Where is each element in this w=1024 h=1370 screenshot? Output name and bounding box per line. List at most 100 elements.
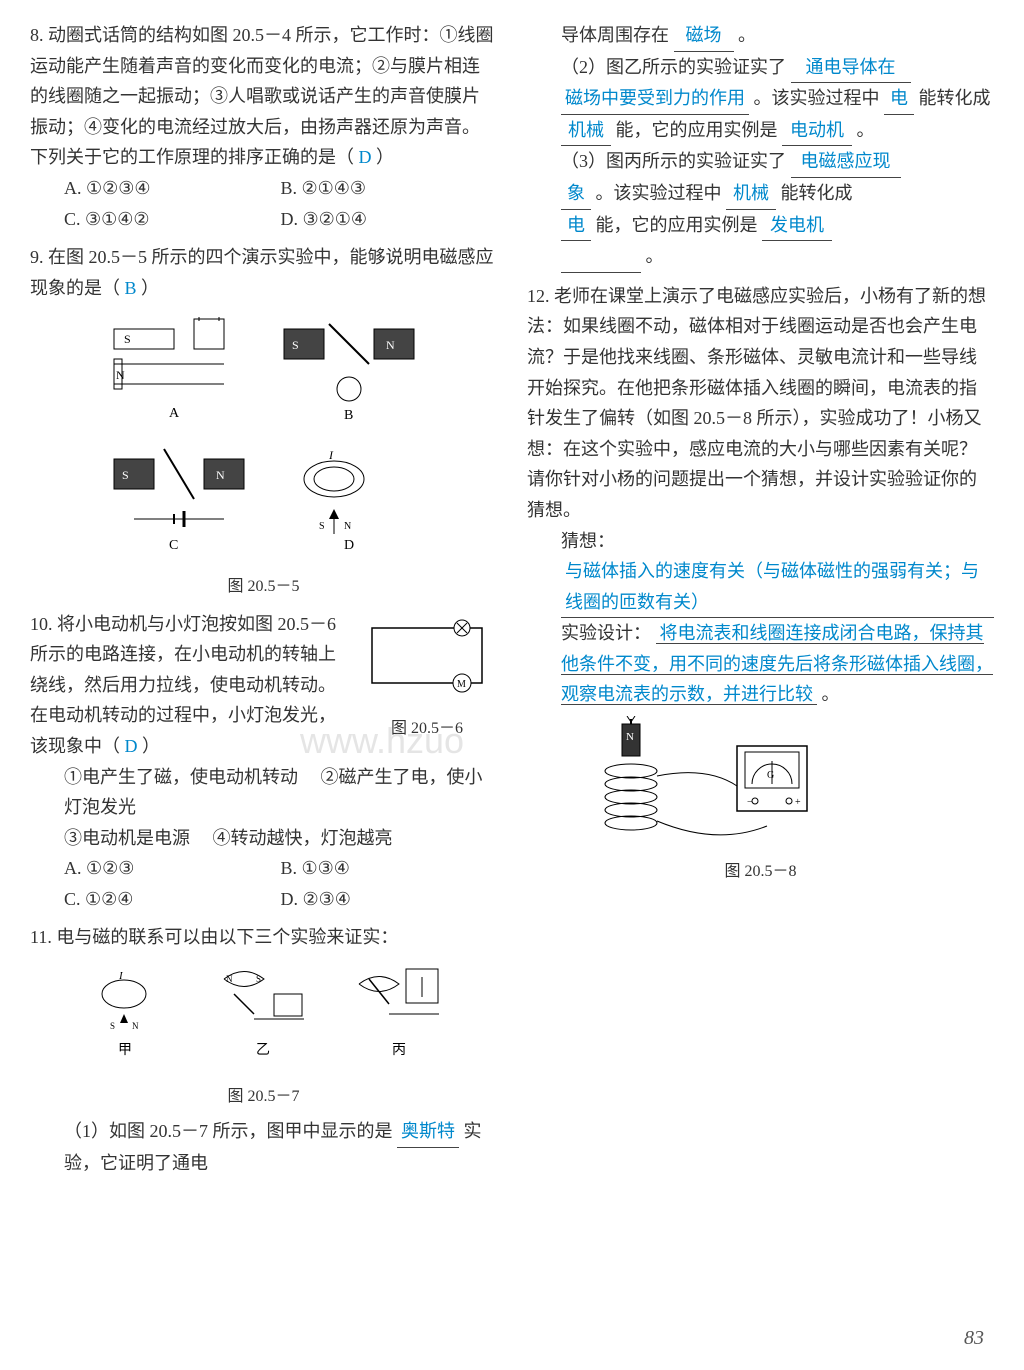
svg-text:乙: 乙 bbox=[256, 1042, 270, 1058]
q11-p3c: 能转化成 bbox=[781, 183, 853, 203]
svg-text:C: C bbox=[169, 538, 178, 553]
q11-part3: （3）图丙所示的实验证实了 电磁感应现 象 。该实验过程中 机械 能转化成 电 … bbox=[527, 146, 994, 272]
svg-text:N: N bbox=[344, 521, 351, 532]
q9-number: 9. bbox=[30, 247, 44, 267]
q11-p3b: 。该实验过程中 bbox=[596, 183, 722, 203]
q10-answer: D bbox=[125, 736, 138, 756]
q11-blank-p3-end bbox=[561, 241, 641, 273]
q10-item4: ④转动越快，灯泡越亮 bbox=[213, 828, 393, 848]
question-10: M 图 20.5－6 10. 将小电动机与小灯泡按如图 20.5－6 所示的电路… bbox=[30, 609, 497, 915]
svg-text:N: N bbox=[386, 338, 395, 352]
svg-text:丙: 丙 bbox=[392, 1043, 406, 1058]
q11-part2: （2）图乙所示的实验证实了 通电导体在 磁场中要受到力的作用 。该实验过程中 电… bbox=[527, 52, 994, 147]
q10-optA: A. ①②③ bbox=[64, 853, 281, 884]
q10-optD: D. ②③④ bbox=[281, 884, 498, 915]
svg-text:G: G bbox=[767, 770, 774, 781]
fig-205-6-caption: 图 20.5－6 bbox=[357, 715, 497, 742]
q11-p2c: 能转化成 bbox=[919, 88, 991, 108]
q11-p1d: 。 bbox=[738, 25, 756, 45]
svg-text:+: + bbox=[795, 797, 801, 808]
q11-p3e: 。 bbox=[646, 246, 664, 266]
fig-205-5-svg: S N A S N bbox=[94, 309, 434, 569]
fig-205-7-svg: I S N 甲 N S 乙 bbox=[74, 959, 454, 1079]
q8-optC: C. ③①④② bbox=[64, 204, 281, 235]
svg-text:N: N bbox=[116, 368, 125, 382]
q8-optA: A. ①②③④ bbox=[64, 173, 281, 204]
svg-text:N: N bbox=[226, 974, 233, 984]
q12-design-end: 。 bbox=[822, 684, 840, 704]
q11-p1-cont: 导体周围存在 磁场 。 bbox=[527, 20, 994, 52]
q8-text: 动圈式话筒的结构如图 20.5－4 所示，它工作时：①线圈运动能产生随着声音的变… bbox=[30, 25, 494, 167]
svg-text:N: N bbox=[132, 1021, 139, 1031]
q11-blank-p2-2: 电 bbox=[884, 83, 914, 115]
q11-blank-p2-1b: 磁场中要受到力的作用 bbox=[561, 83, 749, 115]
figure-20-5-6: M 图 20.5－6 bbox=[357, 613, 497, 713]
q11-blank-p2-4: 电动机 bbox=[782, 115, 852, 147]
svg-text:S: S bbox=[122, 468, 129, 482]
question-12: 12. 老师在课堂上演示了电磁感应实验后，小杨有了新的想法：如果线圈不动，磁体相… bbox=[527, 281, 994, 886]
fig-205-7-caption: 图 20.5－7 bbox=[30, 1083, 497, 1110]
page-content: 8. 动圈式话筒的结构如图 20.5－4 所示，它工作时：①线圈运动能产生随着声… bbox=[30, 20, 994, 1186]
q11-p2d: 能，它的应用实例是 bbox=[616, 120, 778, 140]
figure-20-5-5: S N A S N bbox=[30, 309, 497, 600]
q11-p3d: 能，它的应用实例是 bbox=[596, 215, 758, 235]
svg-text:−: − bbox=[747, 797, 753, 808]
q11-p1c: 导体周围存在 bbox=[561, 25, 669, 45]
q11-p2b: 。该实验过程中 bbox=[754, 88, 880, 108]
q12-number: 12. bbox=[527, 286, 550, 306]
q12-guess-answer: 与磁体插入的速度有关（与磁体磁性的强弱有关；与线圈的匝数有关） bbox=[561, 556, 994, 618]
q10-number: 10. bbox=[30, 614, 53, 634]
q11-p2a: （2）图乙所示的实验证实了 bbox=[561, 57, 786, 77]
question-8: 8. 动圈式话筒的结构如图 20.5－4 所示，它工作时：①线圈运动能产生随着声… bbox=[30, 20, 497, 234]
svg-text:A: A bbox=[169, 406, 180, 421]
q11-p3a: （3）图丙所示的实验证实了 bbox=[561, 151, 786, 171]
q11-p2e: 。 bbox=[857, 120, 875, 140]
q11-blank-p3-2: 机械 bbox=[726, 178, 776, 210]
q8-answer: D bbox=[359, 147, 372, 167]
q12-guess-label: 猜想： bbox=[561, 531, 615, 551]
left-column: 8. 动圈式话筒的结构如图 20.5－4 所示，它工作时：①线圈运动能产生随着声… bbox=[30, 20, 497, 1186]
page-number: 83 bbox=[964, 1327, 984, 1350]
q11-blank-p2-1: 通电导体在 bbox=[791, 52, 911, 84]
question-9: 9. 在图 20.5－5 所示的四个演示实验中，能够说明电磁感应现象的是（ B … bbox=[30, 242, 497, 600]
q10-text: 将小电动机与小灯泡按如图 20.5－6 所示的电路连接，在小电动机的转轴上绕线，… bbox=[30, 614, 336, 756]
q11-p1a: （1）如图 20.5－7 所示，图甲中显示的是 bbox=[64, 1121, 393, 1141]
svg-text:M: M bbox=[457, 679, 466, 690]
q9-text: 在图 20.5－5 所示的四个演示实验中，能够说明电磁感应现象的是（ bbox=[30, 247, 494, 298]
q11-blank-p3-1: 电磁感应现 bbox=[791, 146, 901, 178]
svg-text:S: S bbox=[124, 332, 131, 346]
q11-blank-p3-3: 电 bbox=[561, 210, 591, 242]
q10-optC: C. ①②④ bbox=[64, 884, 281, 915]
q11-blank-person: 奥斯特 bbox=[397, 1116, 459, 1148]
q10-items: ①电产生了磁，使电动机转动 ②磁产生了电，使小灯泡发光 ③电动机是电源 ④转动越… bbox=[30, 762, 497, 854]
q9-answer: B bbox=[125, 278, 137, 298]
right-column: 导体周围存在 磁场 。 （2）图乙所示的实验证实了 通电导体在 磁场中要受到力的… bbox=[527, 20, 994, 1186]
q8-number: 8. bbox=[30, 25, 44, 45]
q12-text: 老师在课堂上演示了电磁感应实验后，小杨有了新的想法：如果线圈不动，磁体相对于线圈… bbox=[527, 286, 986, 520]
fig-205-8-svg: N G bbox=[567, 716, 827, 856]
q12-design: 实验设计： 将电流表和线圈连接成闭合电路，保持其他条件不变，用不同的速度先后将条… bbox=[527, 618, 994, 710]
q9-text-end: ） bbox=[141, 278, 159, 298]
svg-text:I: I bbox=[328, 448, 334, 462]
q11-blank-p3-4: 发电机 bbox=[762, 210, 832, 242]
q11-continued: 导体周围存在 磁场 。 （2）图乙所示的实验证实了 通电导体在 磁场中要受到力的… bbox=[527, 20, 994, 273]
svg-text:B: B bbox=[344, 408, 353, 423]
svg-text:N: N bbox=[626, 731, 634, 743]
q10-item1: ①电产生了磁，使电动机转动 bbox=[64, 767, 298, 787]
q10-optB: B. ①③④ bbox=[281, 853, 498, 884]
q11-blank-field: 磁场 bbox=[674, 20, 734, 52]
q11-text: 电与磁的联系可以由以下三个实验来证实： bbox=[56, 927, 398, 947]
svg-text:甲: 甲 bbox=[118, 1043, 132, 1058]
q11-number: 11. bbox=[30, 927, 52, 947]
q11-part1: （1）如图 20.5－7 所示，图甲中显示的是 奥斯特 实验，它证明了通电 bbox=[30, 1116, 497, 1178]
q12-guess: 猜想： 与磁体插入的速度有关（与磁体磁性的强弱有关；与线圈的匝数有关） bbox=[527, 526, 994, 619]
svg-text:S: S bbox=[319, 521, 325, 532]
q11-blank-p3-1b: 象 bbox=[561, 178, 591, 210]
q8-text-end: ） bbox=[376, 147, 394, 167]
svg-text:S: S bbox=[110, 1021, 115, 1031]
q10-options: A. ①②③ B. ①③④ C. ①②④ D. ②③④ bbox=[30, 853, 497, 914]
q8-optB: B. ②①④③ bbox=[281, 173, 498, 204]
fig-205-8-caption: 图 20.5－8 bbox=[527, 858, 994, 885]
fig-205-6-svg: M bbox=[357, 613, 497, 713]
fig-205-5-caption: 图 20.5－5 bbox=[30, 573, 497, 600]
